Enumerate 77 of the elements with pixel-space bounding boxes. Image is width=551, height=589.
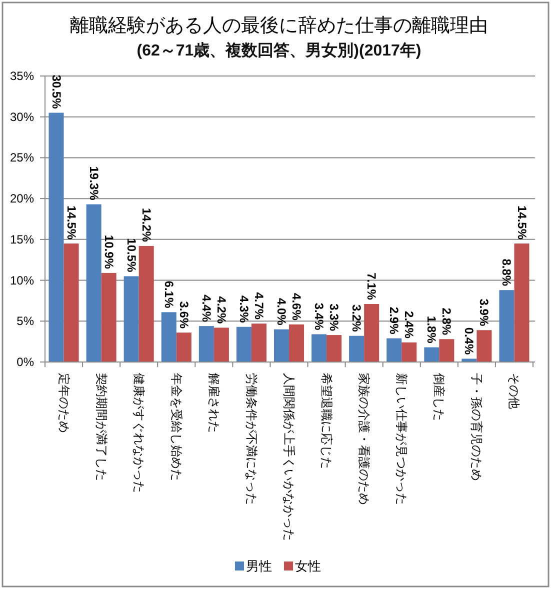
x-tick-label: その他: [507, 373, 522, 409]
data-label: 19.3%: [86, 166, 101, 201]
x-tick-label: 解雇された: [206, 373, 221, 433]
bar: [312, 334, 327, 362]
bar: [499, 290, 514, 362]
bar: [101, 272, 116, 362]
data-label: 7.1%: [364, 272, 379, 300]
x-tick-label: 新しい仕事が見つかった: [394, 373, 409, 505]
y-tick-label: 0%: [16, 355, 34, 369]
x-tick-label: 希望退職に応じた: [320, 373, 334, 469]
bar: [476, 330, 492, 362]
y-tick-label: 5%: [16, 314, 34, 328]
legend-label: 女性: [295, 558, 321, 574]
bar: [48, 112, 64, 362]
bar: [64, 244, 79, 362]
bar: [138, 246, 154, 362]
x-tick-label: 倒産した: [432, 373, 446, 421]
x-tick-label: 人間関係が上手くいかなかった: [282, 373, 296, 541]
bar: [161, 312, 176, 362]
bar: [439, 339, 454, 362]
y-tick-label: 25%: [10, 150, 34, 165]
bar: [462, 358, 477, 362]
bar: [86, 204, 102, 362]
data-label: 4.0%: [274, 298, 288, 326]
bar: [514, 244, 530, 362]
data-label: 30.5%: [49, 74, 64, 110]
x-tick-label: 年金を受給し始めた: [169, 373, 184, 481]
bar: [424, 347, 440, 362]
data-label: 3.4%: [312, 302, 326, 331]
x-tick-label: 定年のため: [56, 373, 71, 433]
bar: [176, 332, 192, 362]
bar: [326, 335, 342, 362]
bar: [198, 326, 214, 362]
bar: [386, 338, 402, 362]
x-tick-label: 契約期間が満了した: [94, 373, 108, 481]
data-label: 14.2%: [139, 208, 154, 242]
y-tick-label: 15%: [10, 232, 34, 246]
data-label: 8.8%: [500, 258, 514, 286]
y-tick-label: 35%: [10, 69, 34, 83]
data-label: 3.3%: [327, 304, 342, 332]
bar: [251, 324, 266, 362]
data-label: 10.5%: [124, 238, 138, 273]
x-tick-label: 家族の介護・看護のため: [357, 373, 372, 505]
bar: [274, 329, 289, 362]
data-label: 10.9%: [102, 234, 116, 270]
bar: [236, 326, 252, 362]
bar: [364, 304, 380, 362]
data-label: 6.1%: [162, 280, 176, 308]
bar: [214, 328, 229, 362]
data-label: 2.4%: [402, 311, 416, 339]
data-label: 2.9%: [387, 306, 402, 335]
data-label: 3.6%: [176, 301, 191, 329]
data-label: 4.6%: [290, 293, 304, 321]
bar: [289, 324, 304, 362]
chart-subtitle: (62～71歳、複数回答、男女別)(2017年): [136, 42, 422, 60]
data-label: 2.8%: [440, 308, 454, 336]
data-label: 4.4%: [199, 294, 214, 322]
bar: [349, 336, 364, 362]
data-label: 14.5%: [64, 205, 78, 240]
y-tick-label: 10%: [10, 273, 34, 288]
data-label: 3.2%: [350, 304, 364, 332]
legend-label: 男性: [246, 558, 272, 574]
bar: [124, 276, 139, 362]
chart-title: 離職経験がある人の最後に辞めた仕事の離職理由: [70, 16, 488, 36]
data-label: 1.8%: [424, 316, 439, 344]
bar: [402, 342, 417, 362]
data-label: 14.5%: [514, 205, 529, 240]
y-tick-label: 20%: [10, 192, 34, 206]
data-label: 3.9%: [477, 298, 492, 326]
data-label: 4.7%: [252, 292, 266, 320]
data-label: 4.3%: [236, 296, 251, 324]
data-label: 4.2%: [214, 296, 228, 324]
x-tick-label: 労働条件が不満になった: [244, 373, 258, 505]
y-tick-label: 30%: [10, 110, 34, 124]
x-tick-label: 健康がすぐれなかった: [132, 373, 146, 493]
x-tick-label: 子・孫の育児のため: [470, 373, 484, 481]
data-label: 0.4%: [462, 327, 476, 356]
